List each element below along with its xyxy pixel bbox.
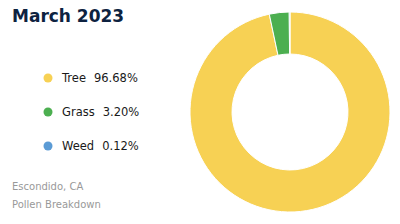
legend-value: 3.20% [103, 105, 140, 119]
legend-marker [44, 108, 53, 117]
title: March 2023 [12, 6, 124, 26]
subtitle: Escondido, CA [12, 181, 83, 192]
legend-entry: Grass 3.20% [62, 105, 139, 119]
legend-label: Grass [62, 105, 95, 119]
legend-value: 96.68% [94, 71, 138, 85]
legend-value: 0.12% [102, 139, 139, 153]
legend-marker [44, 142, 53, 151]
legend: Tree 96.68% Grass 3.20% Weed 0.12% [44, 71, 140, 153]
slice [289, 12, 291, 54]
legend-label: Tree [61, 71, 86, 85]
legend-entry: Tree 96.68% [61, 71, 138, 85]
legend-marker [44, 74, 53, 83]
slice [190, 12, 390, 212]
legend-entry: Weed 0.12% [62, 139, 139, 153]
chart: March 2023 Tree 96.68% Grass 3.20% Weed 0.12% E… [0, 0, 400, 224]
slice [269, 12, 289, 55]
legend-label: Weed [62, 139, 94, 153]
donut [190, 12, 390, 212]
subtitle: Pollen Breakdown [12, 199, 101, 210]
